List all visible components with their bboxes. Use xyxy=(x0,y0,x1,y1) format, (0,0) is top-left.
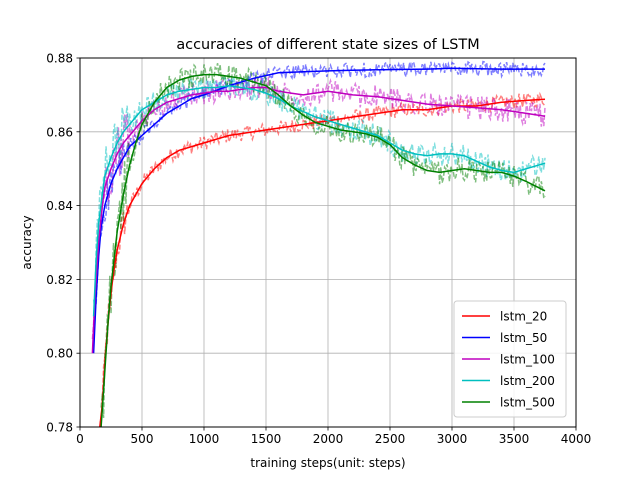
y-tick-label: 0.84 xyxy=(46,199,73,213)
x-tick-label: 3000 xyxy=(437,432,468,446)
axis-ticks: 0 500 1000 1500 2000 2500 3000 3500 4000 0.78 0.80… xyxy=(46,52,591,447)
legend-label: lstm_50 xyxy=(500,331,547,345)
x-tick-label: 0 xyxy=(76,432,84,446)
x-tick-label: 500 xyxy=(131,432,154,446)
legend-label: lstm_20 xyxy=(500,310,547,324)
y-tick-label: 0.80 xyxy=(46,347,73,361)
legend-label: lstm_500 xyxy=(500,396,555,410)
y-tick-label: 0.78 xyxy=(46,421,73,435)
y-axis-label: accuracy xyxy=(20,215,34,269)
x-tick-label: 3500 xyxy=(499,432,530,446)
series-line-lstm_50 xyxy=(92,67,545,354)
x-tick-label: 1500 xyxy=(251,432,282,446)
legend-label: lstm_200 xyxy=(500,374,555,388)
series-raw-trace-lstm_100 xyxy=(91,76,546,340)
legend-box xyxy=(453,300,567,418)
series-lines xyxy=(91,67,546,427)
legend-label: lstm_100 xyxy=(500,353,555,367)
series-raw-trace-lstm_50 xyxy=(92,60,546,347)
x-axis-label: training steps(unit: steps) xyxy=(250,456,405,470)
series-line-lstm_500 xyxy=(100,73,546,427)
y-tick-label: 0.88 xyxy=(46,52,73,66)
x-tick-label: 1000 xyxy=(189,432,220,446)
series-raw-trace-lstm_20 xyxy=(99,91,546,425)
raw-series-traces xyxy=(91,60,546,425)
x-tick-label: 2500 xyxy=(375,432,406,446)
x-tick-label: 2000 xyxy=(313,432,344,446)
grid-lines xyxy=(80,58,576,427)
series-raw-trace-lstm_500 xyxy=(100,63,546,418)
series-line-lstm_20 xyxy=(99,98,546,427)
series-line-lstm_200 xyxy=(92,84,546,317)
chart-title: accuracies of different state sizes of L… xyxy=(176,37,479,53)
series-line-lstm_100 xyxy=(91,86,546,354)
x-tick-label: 4000 xyxy=(561,432,592,446)
y-tick-label: 0.86 xyxy=(46,125,73,139)
legend: lstm_20 lstm_50 lstm_100 lstm_200 lstm_500 xyxy=(453,300,567,418)
y-tick-label: 0.82 xyxy=(46,273,73,287)
